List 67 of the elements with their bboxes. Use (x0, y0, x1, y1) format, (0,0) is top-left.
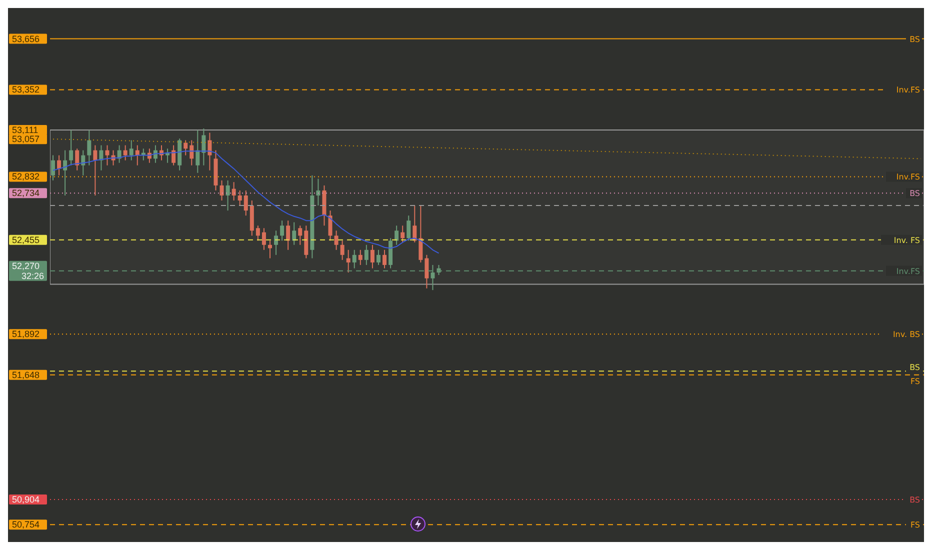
y-tick-label: 53,111 (12, 125, 38, 136)
candlestick (292, 222, 296, 246)
candlestick (358, 249, 362, 266)
candlestick (418, 205, 423, 263)
candlestick (129, 140, 134, 161)
candlestick (226, 180, 230, 212)
candlestick (57, 154, 62, 176)
y-tick-label: 53,352 (12, 84, 40, 95)
candlestick (364, 244, 368, 266)
candlestick (69, 130, 74, 166)
y-tick-label: 52,832 (12, 172, 40, 182)
ref-line-label: FS (910, 520, 920, 530)
candlestick (75, 148, 80, 171)
ref-line-label: BS (910, 495, 920, 504)
ref-line-label: BS (910, 363, 920, 372)
candlestick (400, 225, 405, 243)
candlestick (190, 140, 194, 166)
y-tick-label: 53,057 (12, 134, 40, 144)
candlestick (424, 254, 429, 289)
candlestick (232, 182, 236, 202)
candlestick (316, 178, 320, 206)
candlestick (394, 225, 399, 246)
ref-line-label: BS (910, 34, 920, 44)
candlestick (208, 132, 212, 171)
candlestick (196, 130, 200, 174)
ref-line-label: Inv.FS (896, 266, 920, 276)
y-tick-label: 53,656 (12, 34, 40, 44)
candlestick (346, 249, 350, 273)
y-tick-label: 50,904 (12, 494, 40, 504)
candlestick (370, 244, 374, 269)
candlestick (220, 180, 224, 202)
candlestick (334, 230, 338, 250)
candlestick (274, 230, 278, 256)
ref-line-label: Inv. BS (892, 330, 920, 340)
candlestick (123, 144, 128, 161)
candlestick (328, 210, 332, 242)
candlestick (286, 220, 290, 250)
candlestick (202, 128, 206, 166)
candlestick (184, 140, 188, 156)
y-tick-label: 51,648 (12, 370, 40, 380)
candlestick (298, 225, 302, 246)
ref-line-label: Inv.FS (896, 86, 920, 95)
candlestick (135, 144, 140, 166)
candlestick (382, 249, 387, 269)
candlestick (51, 154, 55, 181)
candlestick (244, 190, 248, 216)
y-tick-label: 52,455 (12, 234, 40, 245)
ref-line-label: Inv.FS (896, 172, 920, 182)
candlestick (172, 144, 176, 166)
candlestick (238, 190, 242, 206)
y-tick-label: 51,892 (12, 329, 40, 340)
y-tick-label: 50,754 (12, 520, 40, 530)
candlestick (105, 144, 110, 166)
candlestick (280, 220, 284, 242)
candlestick (352, 249, 356, 269)
candlestick (406, 215, 411, 242)
y-tick-label: 52,270 32:26 (12, 260, 44, 281)
ref-line-label: BS (910, 189, 920, 198)
candlestick (376, 249, 380, 266)
y-tick-label: 52,734 (12, 188, 40, 198)
ref-line-label: Inv. FS (894, 236, 920, 245)
candlestick (256, 225, 260, 242)
ref-line-label: FS (910, 376, 920, 386)
candlestick (93, 144, 98, 196)
candlestick (87, 130, 92, 166)
candlestick (340, 240, 344, 260)
candlestick (262, 228, 266, 250)
